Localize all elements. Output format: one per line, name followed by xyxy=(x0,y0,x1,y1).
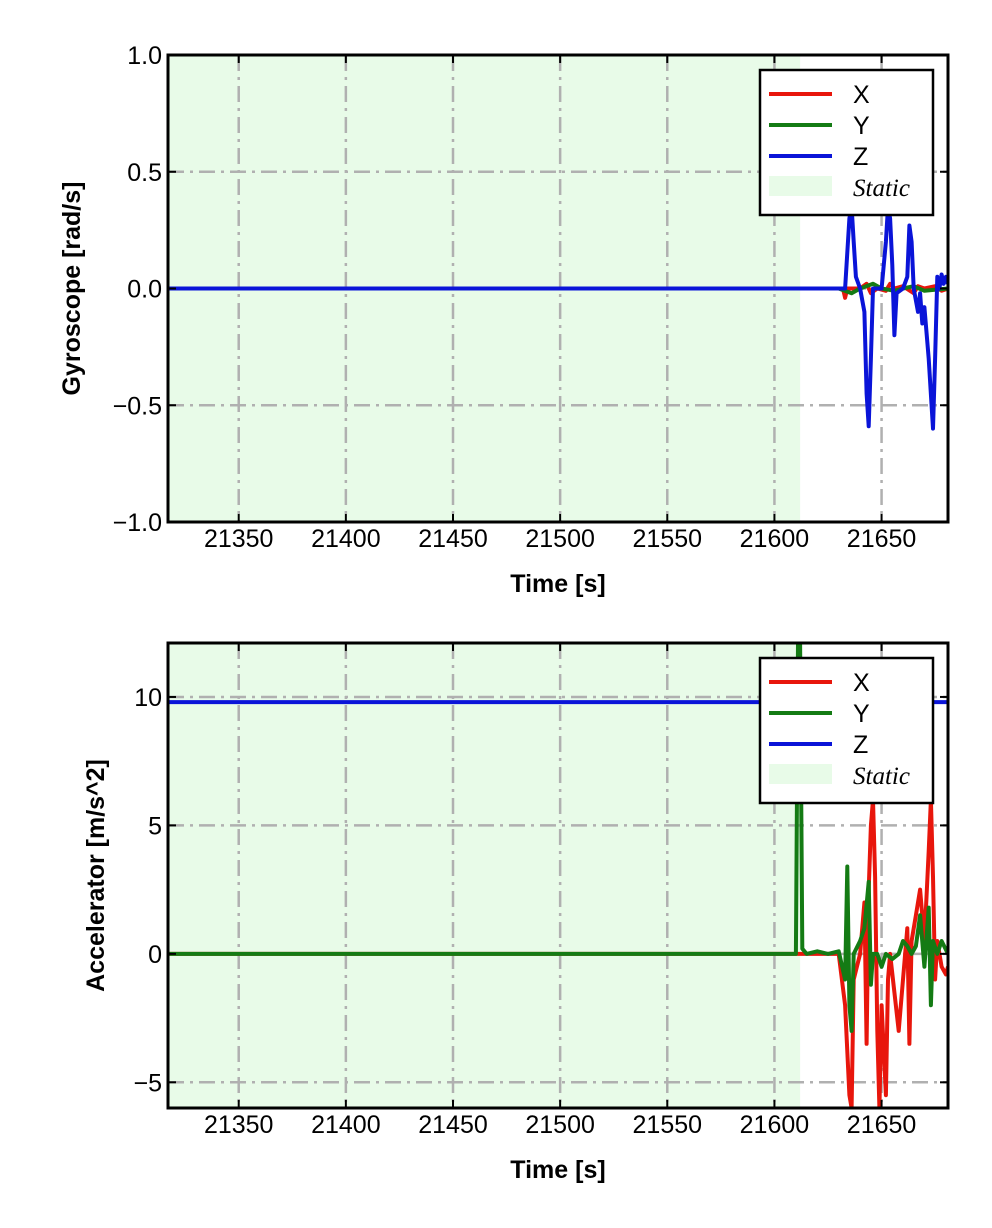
legend: XYZ Static xyxy=(758,68,935,217)
y-tick-label: 0.0 xyxy=(127,276,162,304)
legend-label: Y xyxy=(853,700,870,728)
legend-label: Static xyxy=(853,175,910,202)
plot-frame xyxy=(166,641,950,1110)
y-tick-label: 0.5 xyxy=(127,159,162,187)
legend-swatch-static xyxy=(769,176,832,196)
legend-label: Z xyxy=(853,143,868,171)
x-tick-label: 21400 xyxy=(311,525,381,553)
x-tick-label: 21550 xyxy=(633,525,703,553)
legend-label: Static xyxy=(853,763,910,790)
x-tick-label: 21650 xyxy=(847,525,917,553)
y-axis-title: Accelerator [m/s^2] xyxy=(82,759,110,992)
legend: XYZ Static xyxy=(758,656,935,805)
x-tick-label: 21600 xyxy=(740,525,810,553)
legend-label: X xyxy=(853,669,870,697)
legend-swatch-static xyxy=(769,764,832,784)
y-axis-title: Gyroscope [rad/s] xyxy=(58,182,86,396)
x-tick-label: 21500 xyxy=(525,525,595,553)
gyroscope-chart: 21350 21400 21450 21500 21550 21600 21650 −1.0 −… xyxy=(58,42,950,598)
series-line-y xyxy=(168,643,948,1033)
x-tick-label: 21600 xyxy=(740,1111,810,1139)
accelerator-chart: 21350 21400 21450 21500 21550 21600 21650 −5 0 5 1… xyxy=(82,641,950,1184)
x-axis-title: Time [s] xyxy=(510,1156,605,1184)
y-tick-label: −5 xyxy=(133,1069,162,1097)
x-tick-label: 21500 xyxy=(525,1111,595,1139)
legend-label: X xyxy=(853,81,870,109)
static-region xyxy=(168,643,801,1108)
y-tick-label: 10 xyxy=(134,684,162,712)
y-tick-label: −1.0 xyxy=(113,509,162,537)
y-tick-label: −0.5 xyxy=(113,392,162,420)
legend-label: Y xyxy=(853,112,870,140)
x-tick-label: 21450 xyxy=(418,525,488,553)
x-tick-label: 21350 xyxy=(204,525,274,553)
x-axis-title: Time [s] xyxy=(510,570,605,598)
x-tick-label: 21350 xyxy=(204,1111,274,1139)
x-tick-label: 21450 xyxy=(418,1111,488,1139)
y-tick-label: 0 xyxy=(148,941,162,969)
x-tick-label: 21550 xyxy=(633,1111,703,1139)
y-tick-label: 1.0 xyxy=(127,42,162,70)
series-line-z xyxy=(168,204,948,431)
y-tick-label: 5 xyxy=(148,812,162,840)
legend-label: Z xyxy=(853,731,868,759)
x-tick-label: 21400 xyxy=(311,1111,381,1139)
x-tick-label: 21650 xyxy=(847,1111,917,1139)
